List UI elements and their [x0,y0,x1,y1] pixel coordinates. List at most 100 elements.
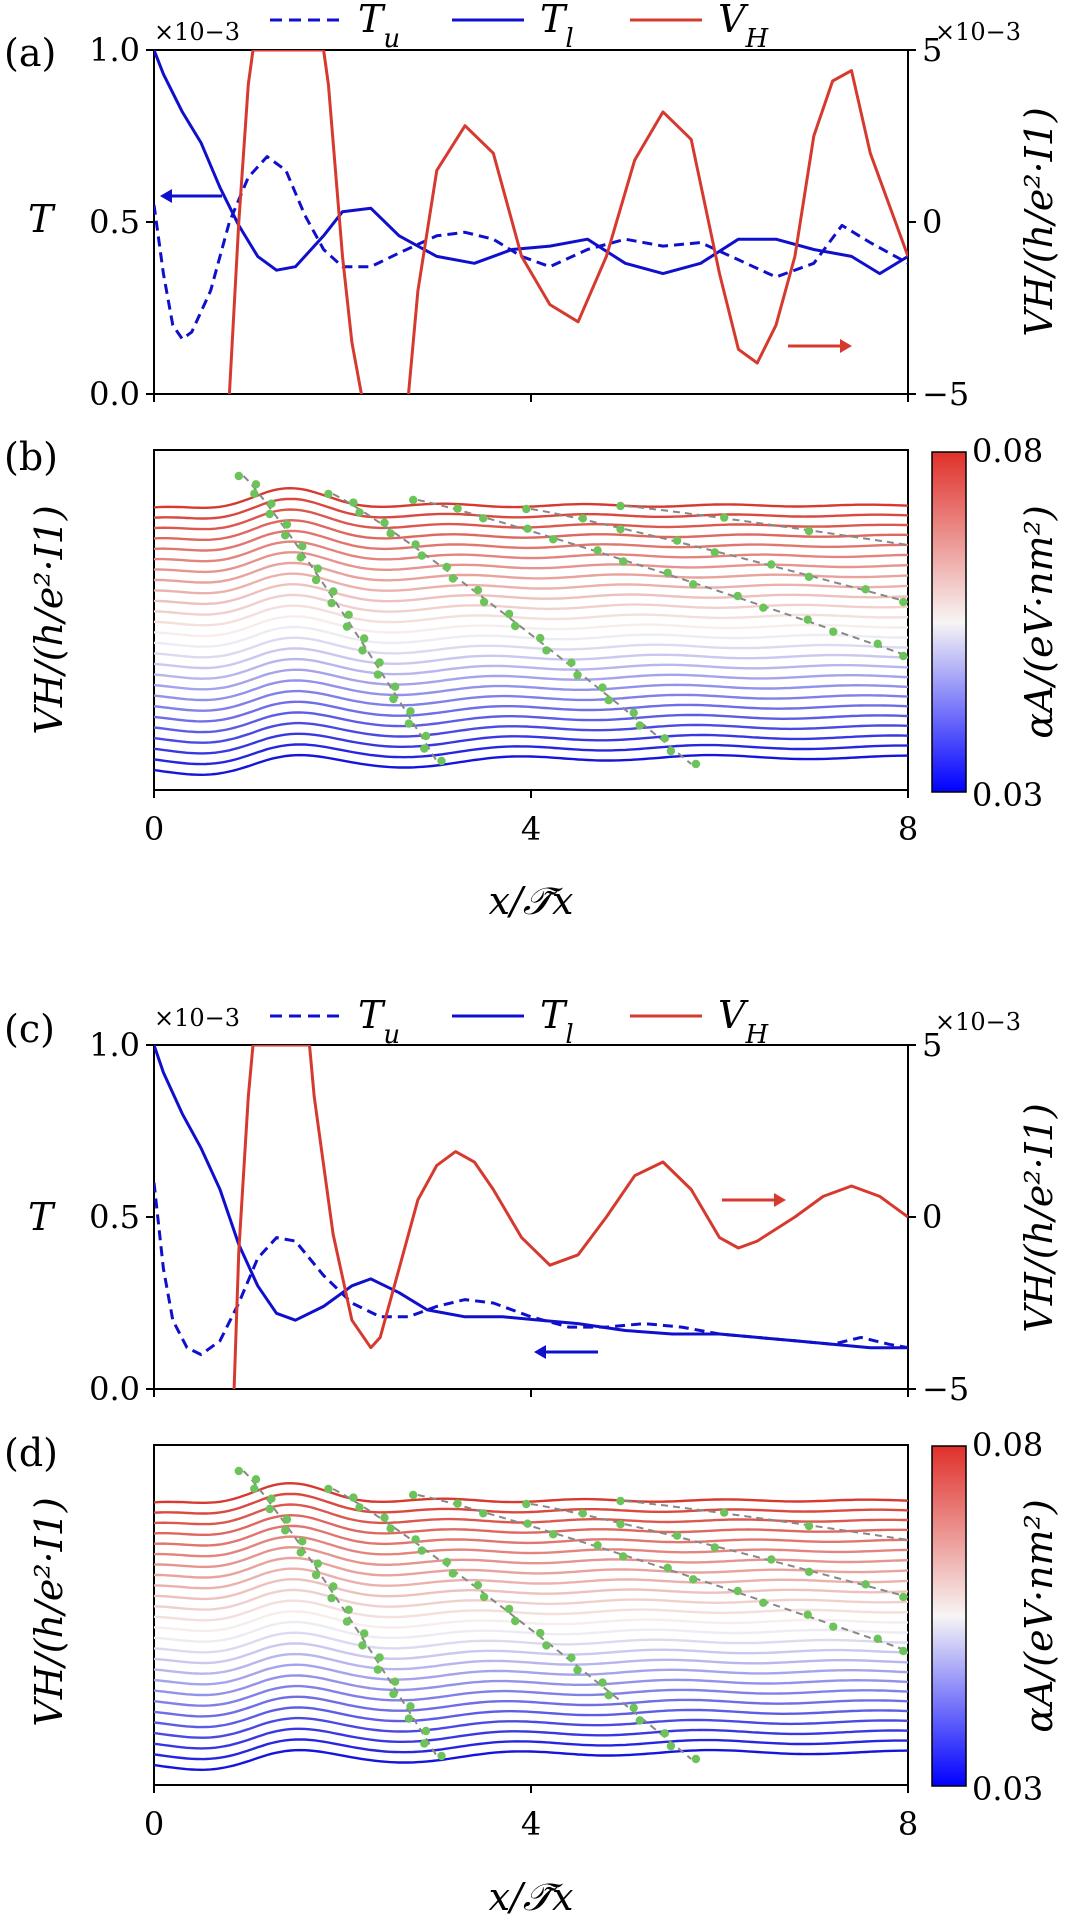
marker-dot [619,1552,628,1561]
legend-c: Tu Tl VH [270,993,769,1050]
waterfall-curve [154,1716,908,1739]
series-VH-c [232,1045,908,1389]
marker-dot [358,646,367,655]
ticks-c: 0.0 0.5 1.0 −5 0 5 [89,1026,969,1408]
marker-dot [358,1641,367,1650]
waterfall-curve [154,636,908,659]
marker-dot [522,504,531,514]
marker-dot [733,1586,742,1596]
marker-dot [861,585,870,594]
xtick-label-d: 8 [898,1805,918,1843]
marker-dot [324,1484,333,1494]
cbar-max-b: 0.08 [972,432,1043,470]
marker-dot [672,1531,682,1540]
marker-dot [616,525,625,534]
ytick-left-label: 0.5 [89,1198,140,1236]
arrow-red-a [788,339,852,353]
marker-dot [691,759,701,769]
marker-dot [803,615,812,624]
marker-dot [311,575,321,585]
marker-dot [691,1754,701,1764]
guide-line [332,493,692,765]
panel-a: (a) Tu Tl VH ×10−3 ×10−3 T VH/(h/e²·I1) 0.… [4,0,1061,413]
guide-line [417,1494,908,1652]
marker-dot [598,683,607,692]
marker-dot [267,1494,276,1503]
waterfall-curve [154,700,908,723]
marker-dot [380,1513,389,1522]
sci-right-a: ×10−3 [935,18,1021,46]
marker-dot [344,610,353,619]
waterfall-curve [154,1556,908,1579]
marker-dot [411,1535,420,1544]
marker-dot [567,1653,576,1662]
marker-dot [899,597,908,607]
xlabel-b: x/𝒯̃x [489,879,574,923]
marker-dot [573,1665,582,1675]
waterfall-curve [154,551,908,574]
waterfall-curve [154,1620,908,1643]
arrow-red-c [722,1193,786,1207]
marker-dot [672,536,682,545]
marker-dot [296,553,305,562]
marker-dot [523,1519,532,1528]
legend-a: Tu Tl VH [270,0,769,54]
marker-dot [296,1548,305,1557]
marker-dot [578,514,587,523]
marker-dot [421,731,431,741]
marker-dot [282,520,292,529]
marker-dot [689,1575,698,1584]
ylabel-VH-c: VH/(h/e²·I1) [1017,1103,1061,1332]
marker-dot [909,1536,917,1544]
marker-dot [710,548,719,557]
waterfall-curve [154,1706,908,1729]
ytick-left-label: 1.0 [89,31,140,69]
waterfall-curve [154,1684,908,1707]
marker-dot [234,471,243,481]
marker-dot [616,1496,625,1506]
legend-label-Tu: Tu [358,0,400,54]
colorbar-b [931,451,967,793]
ytick-left-label: 0.0 [89,1370,140,1408]
waterfall-curve [154,1631,908,1654]
marker-dot [689,580,698,589]
marker-dot [406,1702,415,1711]
waterfall-curve [154,679,908,702]
waterfall-curve [154,668,908,691]
waterfall-curve [154,540,908,563]
lines-a [154,50,908,394]
marker-dot [329,587,338,596]
legend-label-VH: VH [718,0,769,54]
waterfall-curve [154,721,908,744]
marker-dot [409,495,418,505]
marker-dot [251,1475,261,1484]
marker-dot [282,1515,292,1524]
marker-dot [442,1557,451,1567]
ytick-right-label: −5 [922,1370,969,1408]
waterfall-curve [154,497,908,520]
marker-dot [720,513,729,522]
cbar-min-b: 0.03 [972,776,1043,814]
marker-dot [355,1503,364,1512]
marker-dot [442,562,451,572]
marker-dot [473,1581,483,1590]
ylabel-T-a: T [28,197,56,241]
marker-dot [411,540,420,549]
ytick-left-label: 0.5 [89,203,140,241]
waterfall-curve [154,572,908,595]
marker-dot [861,1580,870,1589]
marker-dot [666,1741,676,1751]
waterfall-curve [154,1524,908,1547]
marker-dot [542,646,551,655]
marker-dot [593,546,602,555]
marker-dot [479,1592,489,1602]
marker-dot [567,658,576,667]
marker-dot [265,509,274,519]
waterfall-curve [154,486,908,509]
marker-dot [629,708,638,717]
sci-left-a: ×10−3 [154,18,240,46]
legend-label-VH: VH [718,993,769,1050]
marker-dot [473,586,483,595]
waterfall-curve [154,518,908,541]
xtick-label-b: 8 [898,810,918,848]
